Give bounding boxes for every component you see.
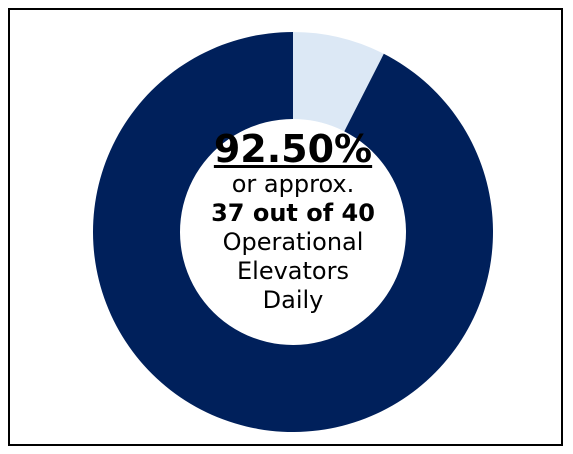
donut-slice-not-operational: [293, 32, 384, 132]
operational-label: Operational: [222, 228, 364, 256]
approx-label: or approx.: [231, 170, 355, 198]
daily-label: Daily: [262, 286, 324, 314]
elevators-label: Elevators: [237, 257, 349, 285]
donut-slice-operational: [92, 32, 494, 432]
percent-value: 92.50%: [213, 127, 373, 171]
count-label: 37 out of 40: [211, 199, 375, 227]
donut-center-label: 92.50% or approx. 37 out of 40 Operation…: [193, 128, 393, 315]
donut-slices: [92, 32, 494, 432]
